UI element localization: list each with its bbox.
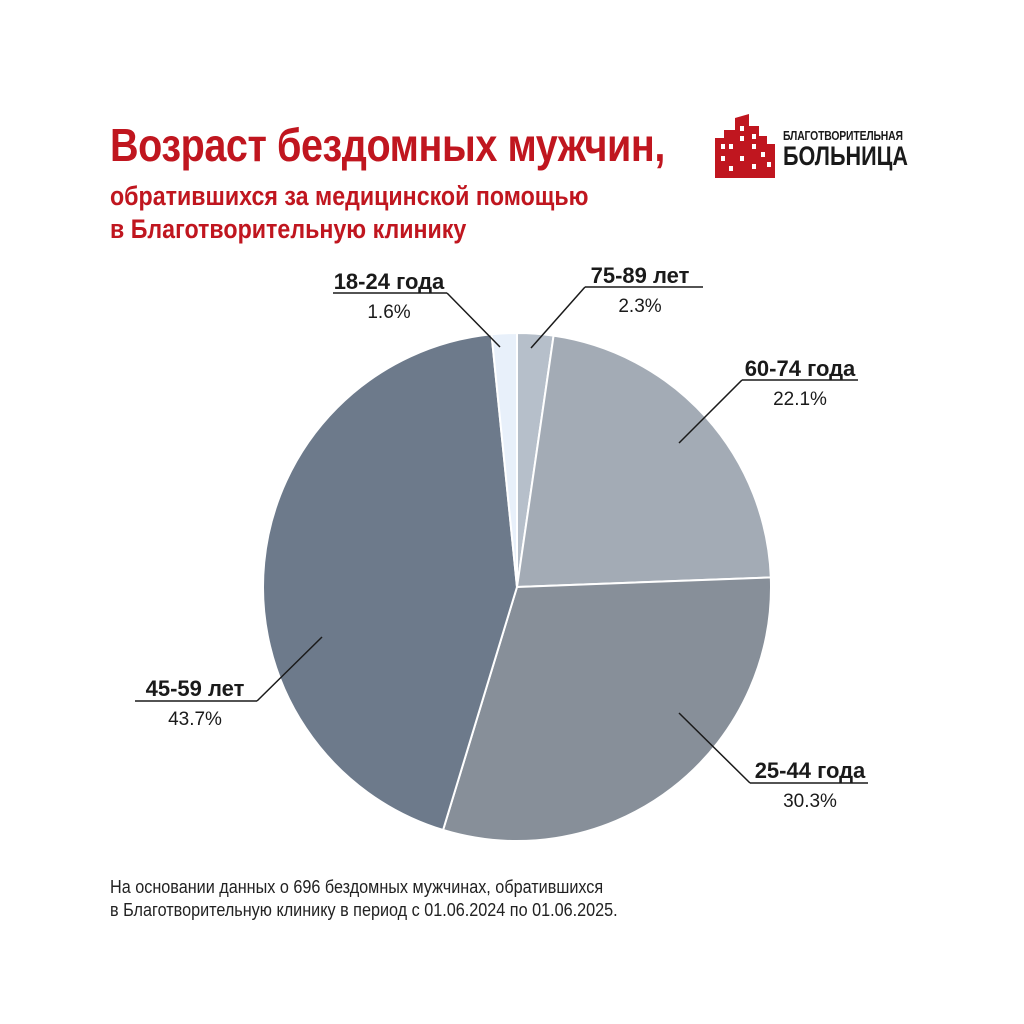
slice-value-45-59: 43.7% bbox=[168, 709, 222, 730]
footnote-line-1: На основании данных о 696 бездомных мужч… bbox=[110, 877, 604, 897]
logo-line-1: БЛАГОТВОРИТЕЛЬНАЯ bbox=[783, 128, 903, 143]
leader-line-60-74 bbox=[678, 379, 743, 444]
leader-line-45-59 bbox=[256, 636, 323, 702]
subtitle-line-1: обратившихся за медицинской помощью bbox=[110, 181, 589, 211]
leader-line-75-89 bbox=[530, 286, 586, 349]
leader-line-25-44 bbox=[678, 712, 751, 784]
pie-labels: 75-89 лет 2.3% 60-74 года 22.1% 25-44 года 30… bbox=[135, 263, 868, 812]
logo-wordmark: БЛАГОТВОРИТЕЛЬНАЯ БОЛЬНИЦА bbox=[783, 128, 908, 171]
leader-line-18-24 bbox=[446, 292, 501, 348]
slice-label-18-24: 18-24 года bbox=[334, 269, 445, 294]
footnote: На основании данных о 696 бездомных мужч… bbox=[110, 876, 618, 922]
slice-label-45-59: 45-59 лет bbox=[146, 676, 245, 701]
charity-hospital-logo: БЛАГОТВОРИТЕЛЬНАЯ БОЛЬНИЦА bbox=[715, 112, 915, 182]
slice-value-25-44: 30.3% bbox=[783, 791, 837, 812]
slice-label-60-74: 60-74 года bbox=[745, 356, 856, 381]
pie-slice-45-59 bbox=[262, 333, 519, 832]
slice-label-25-44: 25-44 года bbox=[755, 758, 866, 783]
subtitle-line-2: в Благотворительную клинику bbox=[110, 214, 467, 244]
slice-value-60-74: 22.1% bbox=[773, 389, 827, 410]
slice-value-18-24: 1.6% bbox=[367, 302, 410, 323]
slice-label-75-89: 75-89 лет bbox=[591, 263, 690, 288]
chart-subtitle: обратившихся за медицинской помощью в Бл… bbox=[110, 180, 588, 246]
chart-title: Возраст бездомных мужчин, bbox=[110, 119, 665, 171]
pie-slice-25-44 bbox=[441, 576, 772, 842]
logo-line-2: БОЛЬНИЦА bbox=[783, 141, 908, 171]
pie-slices bbox=[262, 331, 772, 842]
pie-slice-18-24 bbox=[490, 331, 518, 588]
red-building-icon bbox=[715, 114, 775, 178]
pie-slice-60-74 bbox=[515, 334, 772, 589]
footnote-line-2: в Благотворительную клинику в период с 0… bbox=[110, 900, 618, 920]
slice-value-75-89: 2.3% bbox=[618, 296, 661, 317]
